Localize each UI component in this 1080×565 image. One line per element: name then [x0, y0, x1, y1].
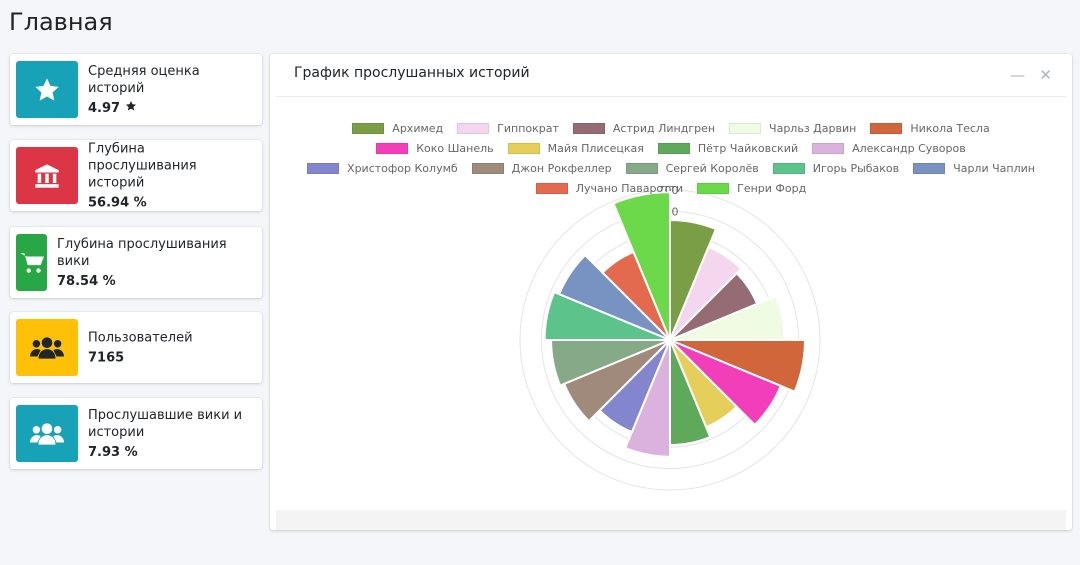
legend-swatch	[307, 163, 340, 174]
legend-label: Лучано Паваротти	[575, 182, 684, 195]
legend-item[interactable]: Генри Форд	[697, 182, 806, 195]
legend-label: Игорь Рыбаков	[812, 162, 900, 175]
legend-item[interactable]: Александр Суворов	[812, 142, 966, 155]
grid-ring	[519, 189, 821, 491]
close-button[interactable]: ✕	[1039, 66, 1052, 84]
legend-label: Гиппократ	[497, 122, 559, 135]
icon	[16, 319, 78, 376]
card-value: 7165	[88, 350, 125, 365]
legend-swatch	[507, 143, 540, 154]
legend-swatch	[913, 163, 946, 174]
card-value: 4.97	[88, 100, 121, 116]
legend-swatch	[729, 123, 762, 134]
icon	[16, 61, 78, 118]
legend-label: Христофор Колумб	[347, 162, 458, 175]
legend-swatch	[376, 143, 409, 154]
icon	[16, 147, 78, 204]
legend-swatch	[457, 123, 490, 134]
legend-label: Коко Шанель	[416, 142, 494, 155]
legend-label: Александр Суворов	[852, 142, 966, 155]
card-label: Глубина прослушивания историй	[88, 141, 197, 190]
legend-label: Джон Рокфеллер	[511, 162, 612, 175]
legend: Архимед Гиппократ Астрид Линдгрен Чарльз Да…	[300, 122, 1042, 195]
legend-label: Чарли Чаплин	[953, 162, 1035, 175]
segment	[612, 191, 671, 341]
card-label: Средняя оценка историй	[88, 63, 200, 96]
legend-item[interactable]: Игорь Рыбаков	[772, 162, 900, 175]
card-label: Глубина прослушивания вики	[57, 236, 227, 269]
legend-swatch	[625, 163, 658, 174]
legend-swatch	[870, 123, 903, 134]
legend-label: Генри Форд	[737, 182, 807, 195]
legend-swatch	[352, 123, 385, 134]
stat-card: Глубина прослушивания историй 56.94 %	[10, 140, 262, 211]
legend-swatch	[535, 183, 568, 194]
chart-panel: График прослушанных историй — ✕ 50060070…	[270, 54, 1072, 530]
segment	[557, 253, 671, 341]
legend-item[interactable]: Джон Рокфеллер	[471, 162, 612, 175]
icon	[16, 234, 47, 291]
card-value: 78.54 %	[57, 273, 116, 289]
card-value: 56.94 %	[88, 195, 147, 210]
stat-card: Пользователей 7165	[10, 312, 262, 383]
legend-swatch	[471, 163, 504, 174]
legend-item[interactable]: Астрид Линдгрен	[572, 122, 716, 135]
page-title: Главная	[9, 8, 113, 36]
card-label: Пользователей	[88, 330, 193, 345]
icon	[16, 405, 78, 462]
legend-item[interactable]: Гиппократ	[457, 122, 559, 135]
legend-label: Сергей Королёв	[665, 162, 759, 175]
collapse-button[interactable]: —	[1010, 66, 1026, 84]
legend-item[interactable]: Христофор Колумб	[307, 162, 458, 175]
legend-item[interactable]: Майя Плисецкая	[507, 142, 644, 155]
segment	[669, 245, 743, 341]
card-label: Прослушавшие вики и истории	[88, 407, 243, 440]
chart: 500600700	[519, 184, 821, 491]
legend-swatch	[812, 143, 845, 154]
legend-swatch	[772, 163, 805, 174]
legend-swatch	[657, 143, 690, 154]
legend-item[interactable]: Чарли Чаплин	[913, 162, 1035, 175]
chart-title: График прослушанных историй	[294, 65, 530, 81]
legend-item[interactable]: Чарльз Дарвин	[729, 122, 856, 135]
legend-item[interactable]: Архимед	[352, 122, 443, 135]
stat-card: Глубина прослушивания вики 78.54 %	[10, 227, 262, 298]
legend-item[interactable]: Никола Тесла	[870, 122, 990, 135]
stat-card: Прослушавшие вики и истории 7.93 %	[10, 398, 262, 469]
legend-swatch	[572, 123, 605, 134]
legend-item[interactable]: Лучано Паваротти	[535, 182, 684, 195]
legend-label: Архимед	[392, 122, 444, 135]
card-value: 7.93 %	[88, 444, 138, 460]
legend-item[interactable]: Сергей Королёв	[625, 162, 759, 175]
legend-label: Никола Тесла	[910, 122, 990, 135]
legend-label: Чарльз Дарвин	[769, 122, 857, 135]
segment	[669, 339, 783, 427]
stat-card: Средняя оценка историй 4.97	[10, 54, 262, 125]
legend-label: Астрид Линдгрен	[612, 122, 716, 135]
legend-swatch	[697, 183, 730, 194]
legend-label: Майя Плисецкая	[547, 142, 644, 155]
legend-item[interactable]: Пётр Чайковский	[657, 142, 799, 155]
legend-label: Пётр Чайковский	[697, 142, 799, 155]
legend-item[interactable]: Коко Шанель	[376, 142, 494, 155]
